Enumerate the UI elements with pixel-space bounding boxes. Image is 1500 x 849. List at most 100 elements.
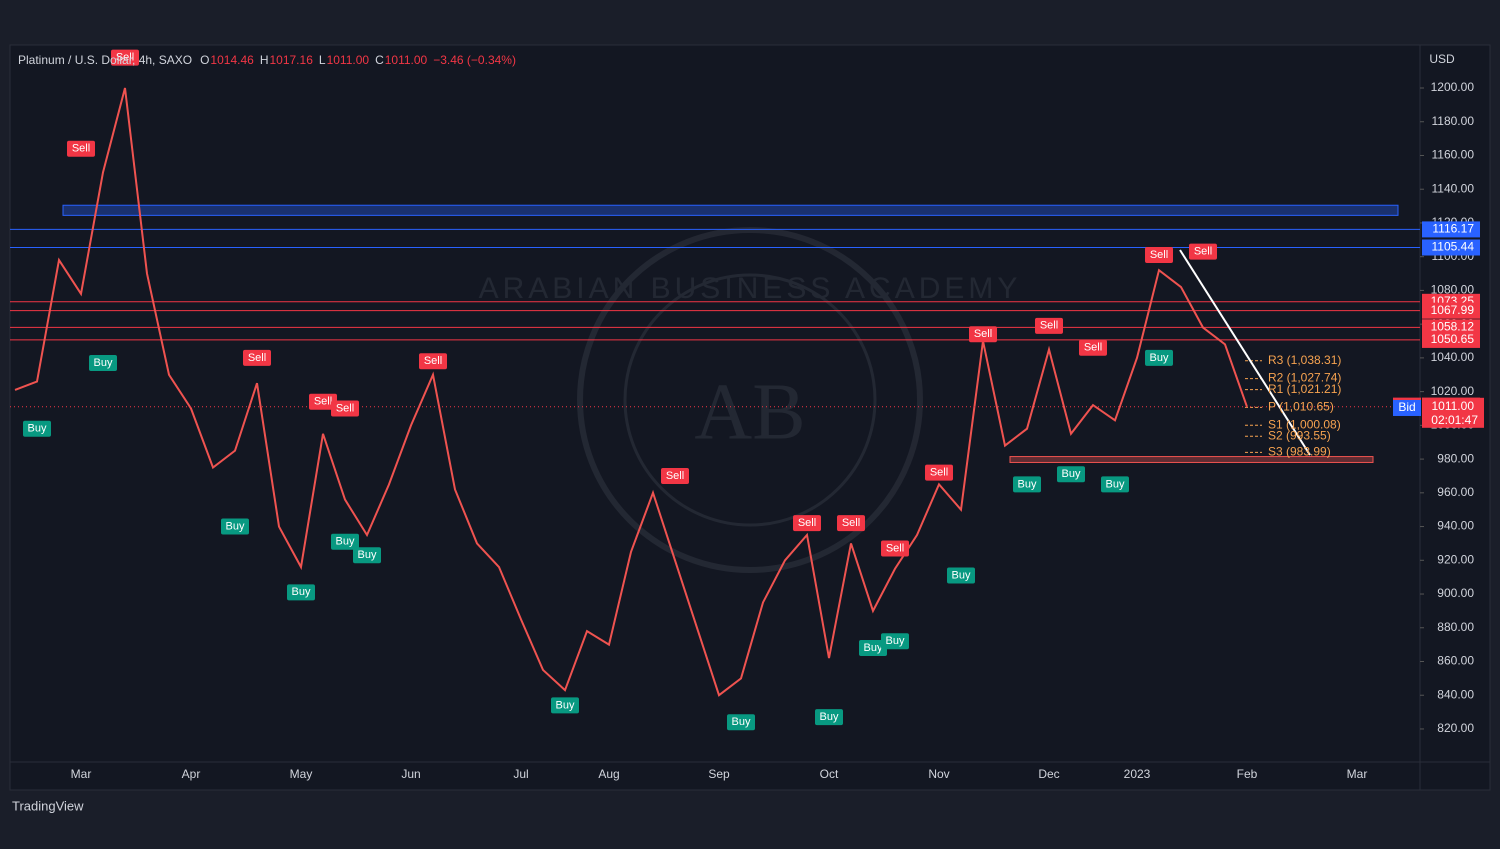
signal-label: Buy xyxy=(886,635,905,647)
x-tick-label: Apr xyxy=(182,767,201,781)
signal-box xyxy=(947,567,975,584)
signal-label: Buy xyxy=(336,536,355,548)
signal-box xyxy=(727,714,755,731)
signal-label: Buy xyxy=(820,711,839,723)
signal-label: Buy xyxy=(864,642,883,654)
signal-box xyxy=(969,326,997,343)
price-unit: USD xyxy=(1429,52,1455,66)
signal-box xyxy=(331,533,359,550)
x-tick-label: Aug xyxy=(598,767,619,781)
signal-box xyxy=(243,349,271,366)
signal-label: Buy xyxy=(226,520,245,532)
x-tick-label: Sep xyxy=(708,767,730,781)
y-tick-label: 1020.00 xyxy=(1431,384,1475,398)
price-label: 1058.12 xyxy=(1431,319,1475,333)
y-tick-label: 1160.00 xyxy=(1432,148,1475,162)
signal-label: Buy xyxy=(94,357,113,369)
signal-label: Buy xyxy=(952,569,971,581)
ohlc-tag: H xyxy=(260,53,269,67)
last-label: 1011.00 xyxy=(1432,399,1475,413)
ohlc-tag: O xyxy=(200,53,209,67)
y-tick-label: 1200.00 xyxy=(1431,80,1475,94)
watermark-ring-inner xyxy=(623,273,877,527)
change: −3.46 (−0.34%) xyxy=(433,53,516,67)
x-tick-label: Jul xyxy=(513,767,528,781)
last-box xyxy=(1422,397,1484,428)
x-tick-label: Jun xyxy=(401,767,420,781)
bid-tag-box xyxy=(1393,399,1421,416)
signal-box xyxy=(1035,317,1063,334)
signal-label: Sell xyxy=(930,466,948,478)
chart-panel xyxy=(9,44,1491,791)
y-tick-label: 980.00 xyxy=(1437,451,1474,465)
ohlc-value: 1011.00 xyxy=(327,53,370,67)
signal-box xyxy=(837,515,865,532)
signal-label: Buy xyxy=(358,549,377,561)
signal-label: Sell xyxy=(886,542,904,554)
signal-label: Sell xyxy=(424,355,442,367)
y-tick-label: 940.00 xyxy=(1437,519,1474,533)
signal-box xyxy=(1145,246,1173,263)
price-label-box xyxy=(1422,319,1480,336)
pivot-label: P (1,010.65) xyxy=(1268,400,1334,414)
pivot-label: R2 (1,027.74) xyxy=(1268,371,1341,385)
signal-box xyxy=(1013,476,1041,493)
ohlc-tag: C xyxy=(375,53,384,67)
x-tick-label: Oct xyxy=(820,767,839,781)
pivot-label: S3 (983.99) xyxy=(1268,445,1331,459)
signal-label: Buy xyxy=(1106,478,1125,490)
countdown: 02:01:47 xyxy=(1431,413,1478,427)
watermark-ring xyxy=(577,227,923,573)
zone xyxy=(1009,456,1374,463)
ohlc-value: 1014.46 xyxy=(210,53,254,67)
signal-box xyxy=(419,353,447,370)
signal-box xyxy=(23,420,51,437)
signal-box xyxy=(1189,243,1217,260)
signal-box xyxy=(1079,339,1107,356)
signal-box xyxy=(815,709,843,726)
x-tick-label: Mar xyxy=(71,767,92,781)
signal-box xyxy=(309,393,337,410)
pivot-label: R3 (1,038.31) xyxy=(1268,353,1341,367)
watermark-text: ARABIAN BUSINESS ACADEMY xyxy=(479,272,1022,305)
header: Platinum / U.S. Dollar, 4h, SAXO O 1014.4… xyxy=(18,53,516,67)
x-tick-label: May xyxy=(290,767,313,781)
price-label-box xyxy=(1422,239,1480,256)
signal-box xyxy=(1057,466,1085,483)
trend-line xyxy=(1179,249,1311,456)
price-label: 1105.44 xyxy=(1432,240,1475,254)
signal-box xyxy=(89,354,117,371)
symbol: Platinum / U.S. Dollar, 4h, SAXO xyxy=(18,53,192,67)
signal-label: Sell xyxy=(842,517,860,529)
x-tick-label: 2023 xyxy=(1124,767,1151,781)
price-label-box xyxy=(1422,331,1480,348)
signal-label: Buy xyxy=(28,423,47,435)
y-tick-label: 900.00 xyxy=(1437,586,1474,600)
y-tick-label: 1080.00 xyxy=(1431,283,1475,297)
signal-label: Buy xyxy=(292,586,311,598)
y-tick-label: 880.00 xyxy=(1437,620,1474,634)
y-tick-label: 1140.00 xyxy=(1432,181,1475,195)
y-tick-label: 1040.00 xyxy=(1431,350,1475,364)
signal-label: Sell xyxy=(1194,246,1212,258)
ohlc-value: 1011.00 xyxy=(385,53,428,67)
bid-tag: Bid xyxy=(1398,400,1415,414)
y-tick-label: 840.00 xyxy=(1437,687,1474,701)
plot-layer: BuySellBuySellBuySellBuySellSellBuyBuySe… xyxy=(10,49,1424,731)
y-tick-label: 1180.00 xyxy=(1432,114,1475,128)
x-tick-label: Nov xyxy=(928,767,949,781)
x-tick-label: Feb xyxy=(1237,767,1258,781)
price-label-box xyxy=(1422,302,1480,319)
signal-label: Sell xyxy=(1084,342,1102,354)
signal-box xyxy=(287,584,315,601)
price-line-series xyxy=(14,87,1248,697)
zone xyxy=(62,204,1399,216)
signal-box xyxy=(67,140,95,157)
x-tick-label: Dec xyxy=(1038,767,1059,781)
signal-box xyxy=(661,467,689,484)
x-tick-label: Mar xyxy=(1347,767,1368,781)
signal-box xyxy=(793,515,821,532)
signal-box xyxy=(551,697,579,714)
